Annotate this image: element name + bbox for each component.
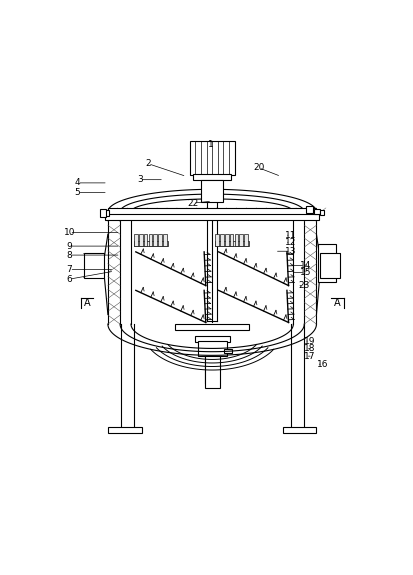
Bar	[220, 235, 223, 246]
Bar	[100, 209, 106, 217]
Bar	[139, 235, 142, 246]
Text: 11: 11	[284, 231, 296, 240]
Text: 16: 16	[316, 360, 328, 369]
Text: A: A	[83, 298, 90, 308]
Text: 6: 6	[66, 275, 72, 283]
Bar	[108, 208, 316, 215]
Text: 22: 22	[187, 198, 198, 208]
Bar	[158, 235, 161, 246]
Bar	[313, 209, 319, 214]
Bar	[320, 254, 339, 278]
Bar	[108, 427, 141, 433]
Bar	[134, 241, 168, 246]
Text: 19: 19	[304, 336, 315, 346]
Text: 17: 17	[304, 352, 315, 361]
Bar	[192, 174, 231, 179]
Text: 13: 13	[284, 247, 296, 256]
Bar	[200, 179, 223, 202]
Text: 10: 10	[64, 228, 75, 237]
Bar	[215, 241, 249, 246]
Text: 23: 23	[297, 281, 309, 290]
Bar	[83, 254, 104, 278]
Text: 7: 7	[66, 265, 72, 274]
Bar	[244, 235, 247, 246]
Bar	[134, 235, 138, 246]
Text: 15: 15	[299, 268, 310, 277]
Bar	[224, 349, 232, 353]
Bar	[189, 141, 234, 175]
Text: 18: 18	[304, 344, 315, 353]
Text: 14: 14	[299, 261, 310, 270]
Text: A: A	[333, 298, 340, 308]
Text: 4: 4	[74, 178, 80, 187]
Text: 9: 9	[66, 242, 72, 251]
Text: 12: 12	[285, 237, 296, 247]
Bar	[102, 210, 109, 216]
Bar	[225, 235, 228, 246]
Text: 8: 8	[66, 251, 72, 259]
Bar	[153, 235, 157, 246]
Bar	[282, 427, 316, 433]
Bar	[163, 235, 166, 246]
Bar	[229, 235, 233, 246]
Bar	[234, 235, 237, 246]
Bar	[319, 210, 324, 215]
Text: 20: 20	[252, 163, 264, 172]
Bar	[105, 214, 318, 220]
Bar	[148, 235, 152, 246]
Text: 5: 5	[74, 188, 80, 197]
Bar	[215, 235, 218, 246]
Bar	[175, 324, 249, 329]
Bar	[239, 235, 242, 246]
Bar	[194, 336, 229, 342]
Text: 1: 1	[207, 140, 213, 149]
Bar	[143, 235, 147, 246]
Bar	[204, 356, 219, 388]
Bar	[305, 206, 312, 213]
Bar	[197, 341, 226, 356]
Text: 3: 3	[137, 175, 142, 184]
Bar	[317, 244, 335, 282]
Text: 2: 2	[145, 159, 150, 168]
